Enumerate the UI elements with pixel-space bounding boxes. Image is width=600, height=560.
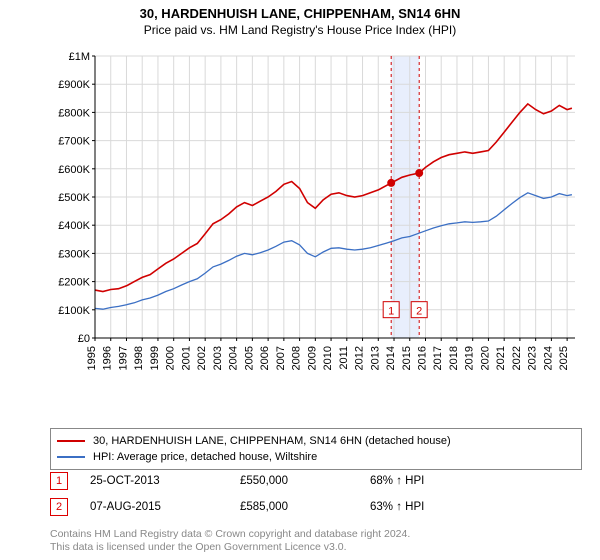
legend-row-hpi: HPI: Average price, detached house, Wilt… (57, 449, 575, 465)
svg-text:£300K: £300K (58, 248, 90, 260)
svg-text:2009: 2009 (306, 346, 318, 370)
legend-label-hpi: HPI: Average price, detached house, Wilt… (93, 451, 317, 463)
svg-text:2025: 2025 (558, 346, 570, 370)
legend-box: 30, HARDENHUISH LANE, CHIPPENHAM, SN14 6… (50, 428, 582, 470)
svg-text:1995: 1995 (86, 346, 98, 370)
svg-text:2015: 2015 (401, 346, 413, 370)
svg-text:2021: 2021 (495, 346, 507, 370)
svg-text:£800K: £800K (58, 107, 90, 119)
svg-text:2008: 2008 (291, 346, 303, 370)
svg-text:£600K: £600K (58, 164, 90, 176)
svg-text:1999: 1999 (149, 346, 161, 370)
svg-text:2017: 2017 (432, 346, 444, 370)
svg-text:1997: 1997 (117, 346, 129, 370)
svg-text:1998: 1998 (133, 346, 145, 370)
svg-text:£900K: £900K (58, 79, 90, 91)
svg-text:2019: 2019 (464, 346, 476, 370)
legend-swatch-hpi (57, 456, 85, 458)
svg-text:£400K: £400K (58, 220, 90, 232)
sale-date-2: 07-AUG-2015 (90, 501, 240, 513)
svg-text:1996: 1996 (102, 346, 114, 370)
legend-label-property: 30, HARDENHUISH LANE, CHIPPENHAM, SN14 6… (93, 435, 451, 447)
svg-text:2005: 2005 (243, 346, 255, 370)
svg-text:£0: £0 (78, 333, 90, 345)
svg-text:£1M: £1M (69, 51, 90, 63)
svg-text:2003: 2003 (212, 346, 224, 370)
title-block: 30, HARDENHUISH LANE, CHIPPENHAM, SN14 6… (0, 0, 600, 37)
svg-text:2000: 2000 (165, 346, 177, 370)
sale-row-2: 2 07-AUG-2015 £585,000 63% ↑ HPI (50, 498, 582, 516)
svg-text:2012: 2012 (354, 346, 366, 370)
sale-hpi-2: 63% ↑ HPI (370, 501, 500, 513)
svg-text:2004: 2004 (228, 346, 240, 370)
chart-area: £0 £100K £200K £300K £400K £500K £600K £700K £80… (50, 48, 585, 378)
chart-container: 30, HARDENHUISH LANE, CHIPPENHAM, SN14 6… (0, 0, 600, 560)
legend-swatch-property (57, 440, 85, 442)
sale-row-1: 1 25-OCT-2013 £550,000 68% ↑ HPI (50, 472, 582, 490)
sale-marker-1: 1 (50, 472, 68, 490)
svg-text:2018: 2018 (448, 346, 460, 370)
title-address: 30, HARDENHUISH LANE, CHIPPENHAM, SN14 6… (0, 6, 600, 21)
svg-text:£100K: £100K (58, 305, 90, 317)
sale-marker-2: 2 (50, 498, 68, 516)
footer-line2: This data is licensed under the Open Gov… (50, 541, 582, 554)
svg-text:2001: 2001 (180, 346, 192, 370)
chart-svg: £0 £100K £200K £300K £400K £500K £600K £700K £80… (50, 48, 585, 418)
svg-text:2011: 2011 (338, 346, 350, 370)
svg-text:2: 2 (416, 306, 422, 318)
svg-text:1: 1 (388, 306, 394, 318)
svg-text:£700K: £700K (58, 136, 90, 148)
title-subtitle: Price paid vs. HM Land Registry's House … (0, 23, 600, 37)
svg-text:2007: 2007 (275, 346, 287, 370)
svg-text:£500K: £500K (58, 192, 90, 204)
svg-text:2024: 2024 (542, 346, 554, 370)
svg-text:2020: 2020 (479, 346, 491, 370)
svg-text:2016: 2016 (416, 346, 428, 370)
svg-text:2002: 2002 (196, 346, 208, 370)
svg-text:£200K: £200K (58, 277, 90, 289)
sale-hpi-1: 68% ↑ HPI (370, 475, 500, 487)
svg-text:2006: 2006 (259, 346, 271, 370)
footer: Contains HM Land Registry data © Crown c… (50, 528, 582, 554)
footer-line1: Contains HM Land Registry data © Crown c… (50, 528, 582, 541)
svg-text:2023: 2023 (527, 346, 539, 370)
legend-row-property: 30, HARDENHUISH LANE, CHIPPENHAM, SN14 6… (57, 433, 575, 449)
sale-price-1: £550,000 (240, 475, 370, 487)
svg-text:2014: 2014 (385, 346, 397, 370)
svg-text:2022: 2022 (511, 346, 523, 370)
sale-price-2: £585,000 (240, 501, 370, 513)
sale-date-1: 25-OCT-2013 (90, 475, 240, 487)
svg-text:2010: 2010 (322, 346, 334, 370)
svg-text:2013: 2013 (369, 346, 381, 370)
